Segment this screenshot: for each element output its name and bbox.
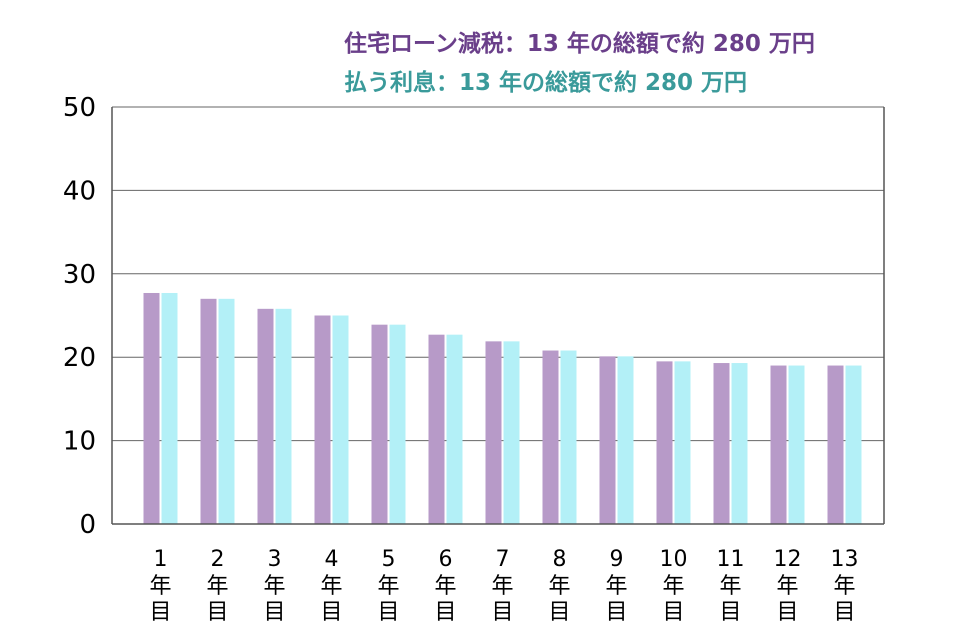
x-tick-char-10-1: 年 xyxy=(662,574,684,599)
x-tick-char-7-2: 目 xyxy=(491,600,513,625)
x-tick-number-7: 7 xyxy=(496,547,510,572)
x-tick-char-2-1: 年 xyxy=(206,574,228,599)
bar-series2-4 xyxy=(332,315,349,524)
x-tick-char-13-2: 目 xyxy=(833,600,855,625)
x-tick-char-11-1: 年 xyxy=(719,574,741,599)
bar-series1-2 xyxy=(200,298,217,524)
bar-series1-11 xyxy=(713,363,730,524)
x-tick-label-8: 8年目 xyxy=(548,547,570,625)
bar-series1-1 xyxy=(143,292,160,524)
x-tick-number-12: 12 xyxy=(774,547,802,572)
x-tick-char-12-1: 年 xyxy=(776,574,798,599)
bar-series2-10 xyxy=(674,361,691,524)
x-tick-label-6: 6年目 xyxy=(434,547,456,625)
x-tick-char-7-1: 年 xyxy=(491,574,513,599)
bar-series1-3 xyxy=(257,308,274,524)
y-tick-label-50: 50 xyxy=(63,93,96,123)
x-tick-label-4: 4年目 xyxy=(320,547,342,625)
y-tick-labels: 0 10 20 30 40 50 xyxy=(63,93,96,540)
bar-series1-12 xyxy=(770,365,787,524)
x-tick-char-9-1: 年 xyxy=(605,574,627,599)
bar-series2-11 xyxy=(731,363,748,524)
bar-series2-8 xyxy=(560,350,577,524)
bars xyxy=(143,292,862,524)
x-tick-label-2: 2年目 xyxy=(206,547,228,625)
x-tick-number-4: 4 xyxy=(325,547,339,572)
bar-series1-9 xyxy=(599,356,616,524)
bar-series1-10 xyxy=(656,361,673,524)
bar-series2-2 xyxy=(218,298,235,524)
x-tick-label-1: 1年目 xyxy=(149,547,171,625)
x-tick-number-3: 3 xyxy=(268,547,282,572)
x-tick-char-9-2: 目 xyxy=(605,600,627,625)
x-tick-char-8-2: 目 xyxy=(548,600,570,625)
x-tick-char-4-2: 目 xyxy=(320,600,342,625)
bar-series1-8 xyxy=(542,350,559,524)
x-tick-number-11: 11 xyxy=(717,547,745,572)
y-tick-label-10: 10 xyxy=(63,427,96,457)
x-tick-number-10: 10 xyxy=(660,547,688,572)
y-tick-label-0: 0 xyxy=(79,510,96,540)
bar-series1-13 xyxy=(827,365,844,524)
x-tick-char-3-1: 年 xyxy=(263,574,285,599)
x-tick-number-13: 13 xyxy=(831,547,859,572)
x-tick-char-4-1: 年 xyxy=(320,574,342,599)
bar-series2-5 xyxy=(389,324,406,524)
bar-series2-7 xyxy=(503,341,520,524)
bar-series2-3 xyxy=(275,308,292,524)
x-tick-number-1: 1 xyxy=(154,547,168,572)
x-tick-char-6-1: 年 xyxy=(434,574,456,599)
y-tick-label-30: 30 xyxy=(63,260,96,290)
x-tick-number-8: 8 xyxy=(553,547,567,572)
x-tick-number-2: 2 xyxy=(211,547,225,572)
x-tick-label-3: 3年目 xyxy=(263,547,285,625)
x-tick-char-1-1: 年 xyxy=(149,574,171,599)
x-tick-char-11-2: 目 xyxy=(719,600,741,625)
bar-series2-1 xyxy=(161,292,178,524)
x-tick-labels: 1年目2年目3年目4年目5年目6年目7年目8年目9年目10年目11年目12年目1… xyxy=(149,547,858,625)
y-tick-label-40: 40 xyxy=(63,176,96,206)
x-tick-number-9: 9 xyxy=(610,547,624,572)
x-tick-char-3-2: 目 xyxy=(263,600,285,625)
bar-series1-6 xyxy=(428,334,445,524)
bar-series2-9 xyxy=(617,356,634,524)
x-tick-char-5-2: 目 xyxy=(377,600,399,625)
bar-series1-5 xyxy=(371,324,388,524)
x-tick-label-9: 9年目 xyxy=(605,547,627,625)
x-tick-label-7: 7年目 xyxy=(491,547,513,625)
x-tick-char-10-2: 目 xyxy=(662,600,684,625)
x-tick-char-13-1: 年 xyxy=(833,574,855,599)
bar-series1-4 xyxy=(314,315,331,524)
x-tick-char-8-1: 年 xyxy=(548,574,570,599)
x-tick-char-6-2: 目 xyxy=(434,600,456,625)
x-tick-number-5: 5 xyxy=(382,547,396,572)
bar-series2-6 xyxy=(446,334,463,524)
bar-series2-13 xyxy=(845,365,862,524)
y-tick-label-20: 20 xyxy=(63,343,96,373)
x-tick-char-1-2: 目 xyxy=(149,600,171,625)
x-tick-char-5-1: 年 xyxy=(377,574,399,599)
x-tick-label-5: 5年目 xyxy=(377,547,399,625)
x-tick-char-12-2: 目 xyxy=(776,600,798,625)
legend-entry-interest: 払う利息：13 年の総額で約 280 万円 xyxy=(344,70,748,96)
x-tick-char-2-2: 目 xyxy=(206,600,228,625)
legend-entry-tax-credit: 住宅ローン減税：13 年の総額で約 280 万円 xyxy=(344,31,815,57)
x-tick-number-6: 6 xyxy=(439,547,453,572)
axes xyxy=(111,107,885,525)
bar-series1-7 xyxy=(485,341,502,524)
bar-series2-12 xyxy=(788,365,805,524)
